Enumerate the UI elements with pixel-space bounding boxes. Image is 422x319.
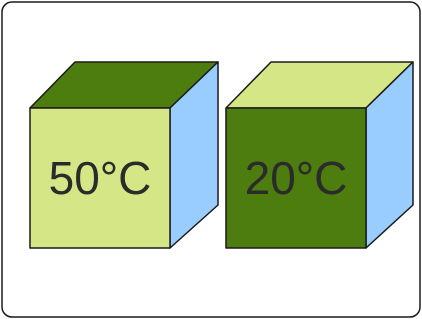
cube-label: 20°C — [245, 152, 348, 204]
cube-label: 50°C — [49, 152, 152, 204]
diagram: 50°C 20°C — [0, 0, 422, 319]
cube: 50°C — [30, 62, 218, 248]
cube: 20°C — [226, 62, 413, 248]
